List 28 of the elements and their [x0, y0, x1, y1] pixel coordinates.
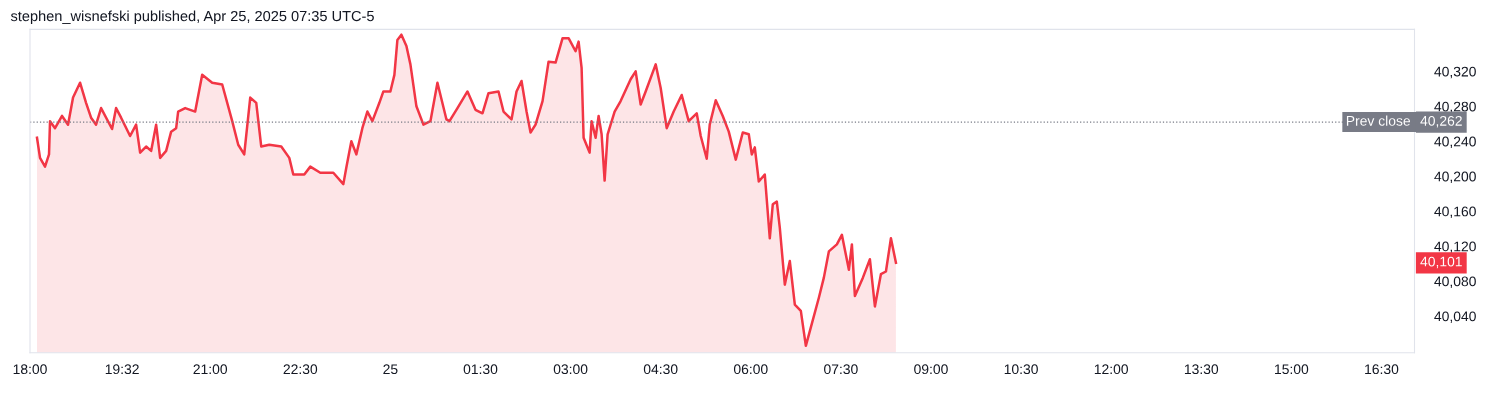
x-tick-label: 19:32 — [105, 364, 139, 375]
x-tick-label: 12:00 — [1094, 364, 1129, 375]
y-tick-label: 40,080 — [1434, 276, 1476, 288]
x-tick-label: 06:00 — [733, 364, 768, 375]
y-tick-label: 40,160 — [1434, 206, 1476, 219]
y-tick-label: 40,040 — [1434, 311, 1476, 323]
x-tick-label: 10:30 — [1004, 364, 1038, 375]
chart-title: stephen_wisnefski published, Apr 25, 2025 07:35 UTC-5 — [10, 10, 374, 25]
x-tick-label: 13:30 — [1184, 364, 1219, 375]
y-tick-label: 40,280 — [1434, 101, 1476, 114]
x-tick-label: 01:30 — [463, 364, 498, 375]
x-tick-label: 04:30 — [643, 364, 678, 375]
text: 40,101 — [1420, 256, 1462, 269]
y-tick-label: 40,200 — [1434, 171, 1476, 184]
annotation: 40,262 — [1420, 115, 1462, 128]
x-tick-label: 16:30 — [1365, 364, 1399, 375]
y-tick-label: 40,240 — [1434, 136, 1476, 149]
x-tick-label: 25 — [383, 364, 398, 375]
x-tick-label: 18:00 — [13, 364, 47, 375]
y-tick-label: 40,320 — [1434, 66, 1476, 79]
x-tick-label: 21:00 — [193, 364, 228, 375]
x-tick-label: 03:00 — [553, 364, 588, 375]
x-tick-label: 07:30 — [824, 364, 858, 375]
y-tick-label: 40,120 — [1434, 241, 1476, 253]
x-tick-label: 15:00 — [1275, 364, 1309, 375]
x-tick-label: 09:00 — [914, 364, 948, 375]
x-tick-label: 22:30 — [283, 364, 318, 375]
ref-line-label: Prev close — [1346, 115, 1411, 126]
